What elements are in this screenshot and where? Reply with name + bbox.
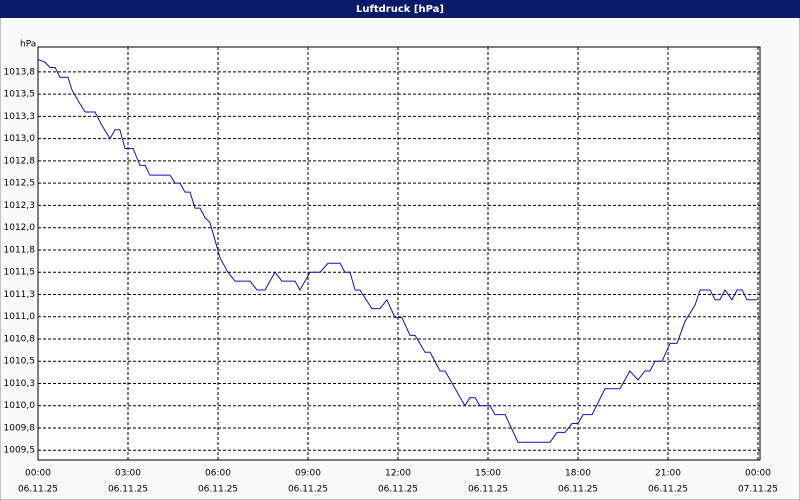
x-tick-label: 03:00 [115,469,141,479]
x-tick-date: 07.11.25 [738,485,778,495]
x-tick-label: 06:00 [205,469,231,479]
x-tick-label: 00:00 [25,469,51,479]
title-bar [0,0,800,18]
y-tick-label: 1011,3 [4,290,36,300]
x-tick-label: 15:00 [475,469,501,479]
y-tick-label: 1013,8 [4,67,36,77]
y-tick-label: 1011,8 [4,245,36,255]
y-tick-label: 1012,5 [4,179,36,189]
x-tick-date: 06.11.25 [648,485,688,495]
plot-area [37,46,761,461]
y-tick-label: 1010,3 [4,379,36,389]
data-line [37,58,758,443]
x-tick-date: 06.11.25 [108,485,148,495]
chart-title: Luftdruck [hPa] [356,4,444,15]
y-tick-label: 1010,5 [4,357,36,367]
y-tick-label: 1011,0 [4,312,36,322]
y-tick-label: 1009,8 [4,423,36,433]
y-tick-label: 1010,8 [4,334,36,344]
y-tick-label: 1010,0 [4,401,36,411]
y-tick-label: 1013,0 [4,134,36,144]
x-tick-date: 06.11.25 [288,485,328,495]
x-tick-label: 00:00 [745,469,771,479]
x-tick-date: 06.11.25 [468,485,508,495]
y-tick-label: 1009,5 [4,446,36,456]
x-tick-label: 12:00 [385,469,411,479]
x-tick-label: 21:00 [655,469,681,479]
x-tick-label: 18:00 [565,469,591,479]
y-tick-label: 1013,3 [4,112,36,122]
y-tick-label: 1012,8 [4,156,36,166]
x-tick-label: 09:00 [295,469,321,479]
y-tick-label: 1012,3 [4,201,36,211]
x-tick-date: 06.11.25 [378,485,418,495]
y-tick-label: 1012,0 [4,223,36,233]
x-tick-date: 06.11.25 [558,485,598,495]
y-tick-label: 1013,5 [4,90,36,100]
y-tick-label: 1011,5 [4,268,36,278]
x-tick-date: 06.11.25 [198,485,238,495]
x-tick-date: 06.11.25 [18,485,58,495]
y-unit: hPa [20,40,36,50]
